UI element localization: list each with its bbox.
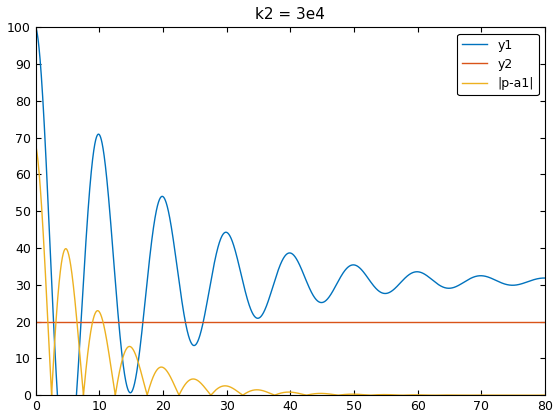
y1 (32, 25, 39, 30)
|p-a1| (542, 393, 548, 398)
|p-a1| (32, 142, 39, 147)
|p-a1| (437, 393, 444, 398)
|p-a1| (356, 392, 363, 397)
y2 (32, 319, 39, 324)
Line: |p-a1|: |p-a1| (36, 145, 545, 395)
y1 (542, 276, 548, 281)
|p-a1| (217, 384, 223, 389)
Title: k2 = 3e4: k2 = 3e4 (255, 7, 325, 22)
Legend: y1, y2, |p-a1|: y1, y2, |p-a1| (458, 34, 539, 95)
|p-a1| (410, 392, 417, 397)
y1 (217, 238, 223, 243)
|p-a1| (334, 393, 340, 398)
y2 (39, 319, 45, 324)
y1 (334, 281, 340, 286)
|p-a1| (526, 393, 533, 398)
y1 (356, 265, 363, 270)
y1 (437, 284, 444, 289)
Line: y1: y1 (36, 27, 545, 420)
y1 (410, 270, 417, 275)
|p-a1| (58, 262, 64, 267)
